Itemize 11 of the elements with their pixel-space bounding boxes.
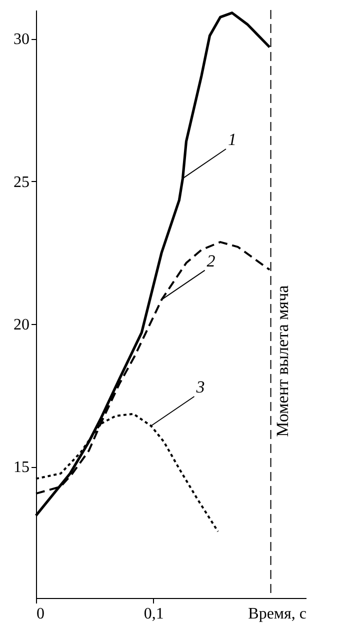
x-axis-title: Время, с xyxy=(248,606,306,622)
text: 3 xyxy=(195,377,205,396)
y-tick-label: 30 xyxy=(14,31,30,48)
y-tick-label: 20 xyxy=(14,316,30,334)
x-tick-label: 0 xyxy=(36,606,44,622)
y-tick-label: 25 xyxy=(14,174,30,191)
x-tick-label: 0,1 xyxy=(144,606,164,622)
ref-line-label: Момент вылета мяча xyxy=(272,284,292,437)
y-tick-label: 15 xyxy=(14,459,30,476)
series-label: 2 xyxy=(206,251,216,270)
text: 1 xyxy=(228,130,236,150)
